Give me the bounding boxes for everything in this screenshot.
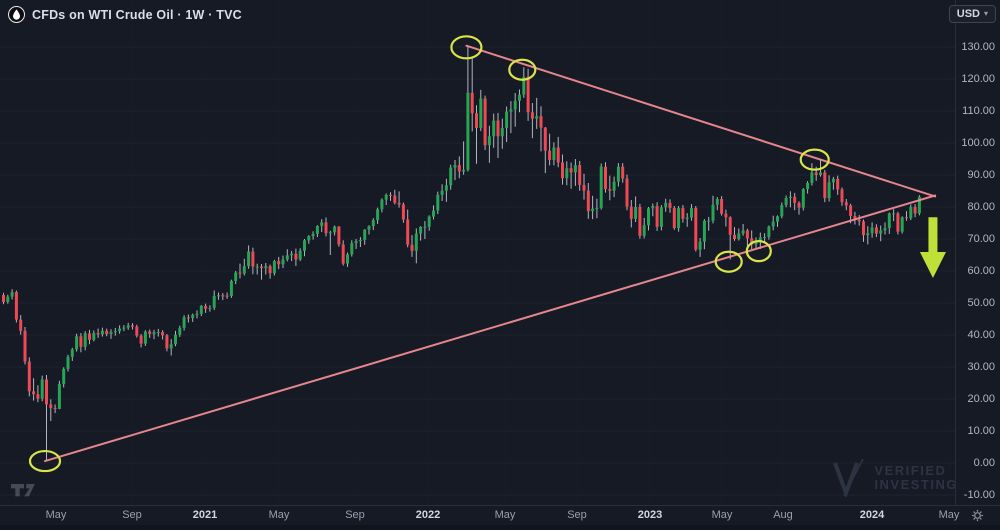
highlight-circle-5[interactable] [745, 240, 772, 263]
time-tick-label: 2024 [859, 509, 885, 521]
oil-drop-icon [8, 6, 25, 23]
time-tick-label: 2023 [637, 509, 663, 521]
highlight-circle-6[interactable] [28, 449, 62, 473]
price-tick-label: 100.00 [961, 137, 995, 149]
price-tick-label: 110.00 [962, 105, 995, 117]
time-tick-label: 2021 [192, 509, 218, 521]
gridlines [0, 46, 955, 496]
price-tick-label: 60.00 [967, 265, 995, 277]
time-tick-label: May [938, 509, 960, 521]
axis-settings-corner[interactable] [955, 505, 1000, 525]
price-tick-label: 20.00 [967, 393, 995, 405]
price-tick-label: 40.00 [967, 329, 995, 341]
price-tick-label: 130.00 [961, 41, 995, 53]
price-axis[interactable]: 130.00 120.00 110.00 100.00 90.00 80.00 70.00 6… [955, 0, 1000, 505]
highlight-circle-3[interactable] [799, 148, 830, 171]
tradingview-logo[interactable] [10, 482, 40, 499]
candlestick-series [2, 45, 921, 462]
price-tick-label: 120.00 [961, 73, 995, 85]
price-tick-label: 70.00 [967, 233, 995, 245]
price-tick-label: 0.00 [973, 457, 995, 469]
price-tick-label: -10.00 [963, 489, 995, 501]
verified-investing-watermark: VERIFIED INVESTING [832, 459, 958, 497]
time-tick-label: May [494, 509, 516, 521]
trendline-ascending-support[interactable] [44, 194, 937, 463]
time-tick-label: May [268, 509, 290, 521]
currency-selector[interactable]: USD ▾ [948, 5, 996, 23]
time-tick-label: 2022 [415, 509, 441, 521]
verified-investing-logo-icon [833, 459, 865, 497]
time-tick-label: Sep [345, 509, 365, 521]
price-tick-label: 50.00 [967, 297, 995, 309]
highlight-circle-4[interactable] [714, 250, 743, 273]
down-arrow-drawing[interactable] [919, 217, 946, 279]
symbol-title: CFDs on WTI Crude Oil · 1W · TVC [32, 7, 242, 22]
watermark-line1: VERIFIED [874, 463, 947, 478]
price-tick-label: 30.00 [967, 361, 995, 373]
highlight-circle-1[interactable] [450, 35, 483, 60]
time-axis[interactable]: May Sep 2021 May Sep 2022 May Sep 2023 May Aug 2024… [0, 505, 1000, 526]
time-tick-label: Sep [567, 509, 587, 521]
time-tick-label: Aug [773, 509, 793, 521]
watermark-line2: INVESTING [874, 477, 958, 492]
time-tick-label: Sep [122, 509, 142, 521]
currency-label: USD [956, 8, 980, 20]
price-tick-label: 10.00 [967, 425, 995, 437]
chevron-down-icon: ▾ [983, 9, 988, 18]
gear-icon[interactable] [971, 509, 984, 522]
trendline-descending-resistance[interactable] [465, 44, 937, 198]
price-tick-label: 90.00 [967, 169, 995, 181]
price-tick-label: 80.00 [967, 201, 995, 213]
highlight-circle-2[interactable] [508, 58, 537, 81]
time-tick-label: May [711, 509, 733, 521]
time-tick-label: May [45, 509, 67, 521]
symbol-header[interactable]: CFDs on WTI Crude Oil · 1W · TVC [8, 6, 242, 23]
